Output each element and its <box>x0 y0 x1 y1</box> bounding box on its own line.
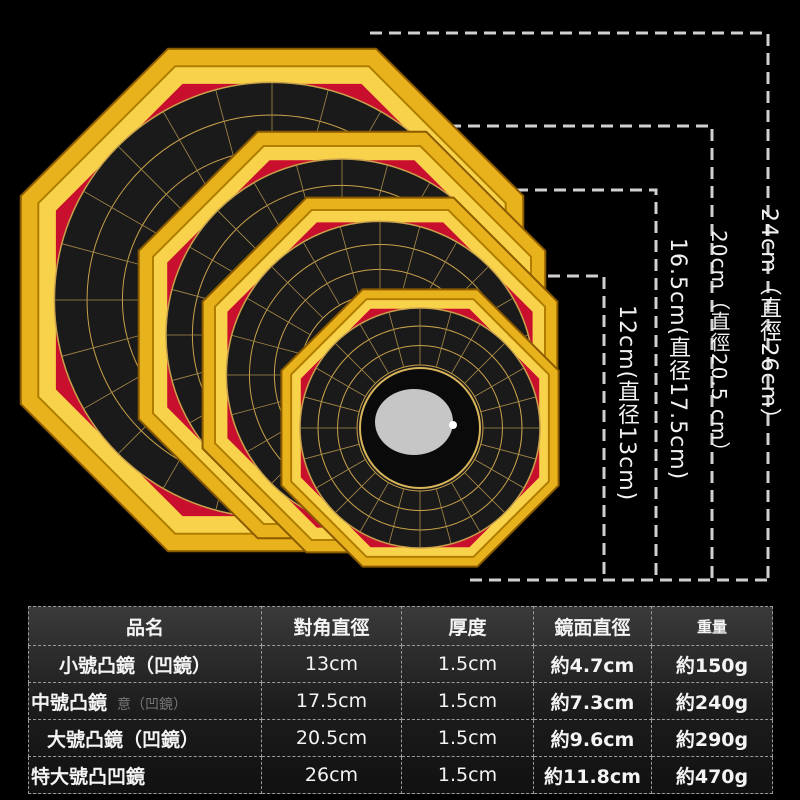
header-name: 品名 <box>28 606 262 646</box>
product-name: 特大號凸凹鏡 <box>31 765 146 788</box>
product-name: 大號凸鏡（凹鏡） <box>47 728 200 751</box>
dimension-label-20cm: 20cm（直徑20.5 cm） <box>707 230 731 463</box>
header-thickness: 厚度 <box>401 606 534 646</box>
dimension-label-16-5cm: 16.5cm(直径17.5cm) <box>665 238 690 481</box>
bagua-mirrors-illustration <box>19 31 770 582</box>
spec-table: 品名 對角直徑 厚度 鏡面直徑 重量 小號凸鏡（凹鏡） 13cm 1.5cm 約… <box>28 606 773 794</box>
cell-weight: 約290g <box>651 719 773 757</box>
cell-thickness: 1.5cm <box>401 645 534 683</box>
dimension-line <box>478 188 658 580</box>
cell-thickness: 1.5cm <box>401 719 534 757</box>
cell-weight: 約470g <box>651 756 773 794</box>
mirror-small <box>280 288 560 568</box>
table-row: 大號凸鏡（凹鏡） 20.5cm 1.5cm 約9.6cm 約290g <box>28 719 773 757</box>
cell-thickness: 1.5cm <box>401 682 534 720</box>
table-header-row: 品名 對角直徑 厚度 鏡面直徑 重量 <box>28 606 773 646</box>
dimension-line <box>370 31 770 580</box>
product-image: 24cm（直徑26cm） 20cm（直徑20.5 cm） 16.5cm(直径17… <box>19 31 781 582</box>
table-row: 特大號凸凹鏡 26cm 1.5cm 約11.8cm 約470g <box>28 756 773 794</box>
cell-weight: 約240g <box>651 682 773 720</box>
cell-diagonal: 20.5cm <box>261 719 402 757</box>
header-weight: 重量 <box>651 606 773 646</box>
cell-diagonal: 26cm <box>261 756 402 794</box>
cell-name: 小號凸鏡（凹鏡） <box>28 645 262 683</box>
cell-mirror-diameter: 約11.8cm <box>533 756 652 794</box>
mirror-set <box>19 47 560 568</box>
cell-diagonal: 17.5cm <box>261 682 402 720</box>
dimension-label-24cm: 24cm（直徑26cm） <box>756 208 781 432</box>
cell-mirror-diameter: 約4.7cm <box>533 645 652 683</box>
cell-thickness: 1.5cm <box>401 756 534 794</box>
dimension-line <box>510 274 606 580</box>
product-name: 中號凸鏡 <box>31 691 108 714</box>
cell-weight: 約150g <box>651 645 773 683</box>
cell-mirror-diameter: 約7.3cm <box>533 682 652 720</box>
dimension-label-12cm: 12cm(直径13cm) <box>614 305 639 502</box>
cell-diagonal: 13cm <box>261 645 402 683</box>
table-row: 小號凸鏡（凹鏡） 13cm 1.5cm 約4.7cm 約150g <box>28 645 773 683</box>
cell-mirror-diameter: 約9.6cm <box>533 719 652 757</box>
header-mirror-diameter: 鏡面直徑 <box>533 606 652 646</box>
cell-name: 特大號凸凹鏡 <box>28 756 262 794</box>
header-diagonal: 對角直徑 <box>261 606 402 646</box>
cell-name: 大號凸鏡（凹鏡） <box>28 719 262 757</box>
dimension-lines <box>370 31 770 582</box>
table-row: 中號凸鏡 意（凹鏡） 17.5cm 1.5cm 約7.3cm 約240g <box>28 682 773 720</box>
ghost-text: 意（凹鏡） <box>117 696 188 713</box>
cell-name: 中號凸鏡 意（凹鏡） <box>28 682 262 720</box>
product-name: 小號凸鏡（凹鏡） <box>59 654 212 677</box>
